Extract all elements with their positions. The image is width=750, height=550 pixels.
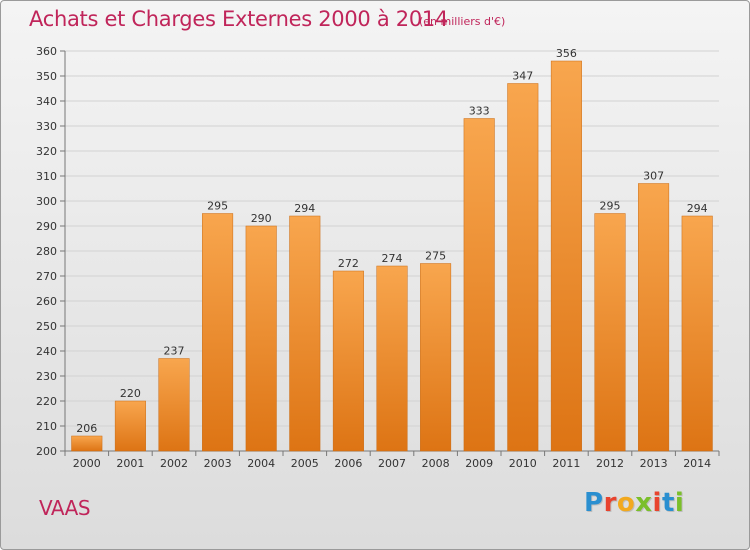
logo-letter: x (635, 488, 653, 518)
value-label: 294 (294, 202, 315, 215)
y-tick-label: 350 (36, 70, 57, 83)
y-tick-label: 220 (36, 395, 57, 408)
y-tick-label: 310 (36, 170, 57, 183)
value-label: 290 (251, 212, 272, 225)
bar-2012 (594, 213, 626, 452)
y-tick-label: 320 (36, 145, 57, 158)
x-tick-label: 2012 (596, 457, 624, 470)
bar-2005 (289, 215, 321, 452)
bar-2008 (420, 263, 452, 452)
x-tick-label: 2005 (291, 457, 319, 470)
bar-2010 (507, 83, 539, 452)
bar-2001 (114, 400, 146, 452)
value-label: 294 (687, 202, 708, 215)
y-tick-label: 290 (36, 220, 57, 233)
value-label: 237 (164, 345, 185, 358)
bar-2002 (158, 358, 190, 452)
x-tick-label: 2002 (160, 457, 188, 470)
city-name: VAAS (39, 496, 91, 520)
y-tick-label: 210 (36, 420, 57, 433)
value-label: 333 (469, 105, 490, 118)
x-tick-label: 2010 (509, 457, 537, 470)
x-tick-label: 2000 (73, 457, 101, 470)
bar-2003 (202, 213, 234, 452)
value-label: 274 (382, 252, 403, 265)
y-tick-label: 300 (36, 195, 57, 208)
value-label: 275 (425, 250, 446, 263)
logo-letter: i (674, 488, 685, 518)
x-tick-labels: 2000 2001 2002 2003 2004 2005 2006 2007 2008 2009… (73, 457, 711, 470)
proxiti-logo[interactable]: Proxiti (584, 488, 684, 518)
value-label: 295 (600, 200, 621, 213)
y-tick-label: 240 (36, 345, 57, 358)
x-tick-label: 2001 (116, 457, 144, 470)
value-labels: 206 220 237 295 290 294 272 274 275 333 347 356 295 3… (76, 47, 707, 435)
bar-2006 (332, 270, 364, 452)
x-tick-label: 2008 (422, 457, 450, 470)
bar-2000 (71, 435, 103, 452)
y-tick-label: 340 (36, 95, 57, 108)
y-tick-label: 270 (36, 270, 57, 283)
x-tick-label: 2006 (334, 457, 362, 470)
bar-2007 (376, 265, 408, 452)
y-tick-label: 230 (36, 370, 57, 383)
y-tick-labels: 200 210 220 230 240 250 260 270 280 290 300 310 320 3… (36, 45, 57, 458)
logo-letter: o (616, 488, 636, 518)
logo-letter: t (661, 488, 675, 518)
value-label: 307 (643, 170, 664, 183)
y-tick-label: 280 (36, 245, 57, 258)
value-label: 356 (556, 47, 577, 60)
y-tick-label: 360 (36, 45, 57, 58)
y-tick-label: 260 (36, 295, 57, 308)
bar-2009 (463, 118, 495, 452)
logo-letter: P (584, 488, 604, 518)
x-tick-label: 2014 (683, 457, 711, 470)
logo-letter: i (652, 488, 662, 518)
bar-2014 (681, 215, 713, 452)
value-label: 272 (338, 257, 359, 270)
value-label: 220 (120, 387, 141, 400)
y-tick-label: 200 (36, 445, 57, 458)
x-tick-label: 2004 (247, 457, 275, 470)
logo-letter: r (603, 488, 617, 518)
x-tick-label: 2011 (552, 457, 580, 470)
chart-title: Achats et Charges Externes 2000 à 2014 (29, 7, 449, 31)
value-label: 206 (76, 422, 97, 435)
bar-2013 (638, 183, 670, 452)
bars (71, 60, 713, 452)
value-label: 347 (512, 70, 533, 83)
x-tick-label: 2003 (204, 457, 232, 470)
bar-2011 (550, 60, 582, 452)
x-tick-label: 2009 (465, 457, 493, 470)
x-tick-label: 2007 (378, 457, 406, 470)
bar-2004 (245, 225, 277, 452)
y-tick-label: 330 (36, 120, 57, 133)
x-tick-label: 2013 (640, 457, 668, 470)
chart-subtitle: (en milliers d'€) (419, 15, 506, 28)
y-tick-label: 250 (36, 320, 57, 333)
value-label: 295 (207, 200, 228, 213)
